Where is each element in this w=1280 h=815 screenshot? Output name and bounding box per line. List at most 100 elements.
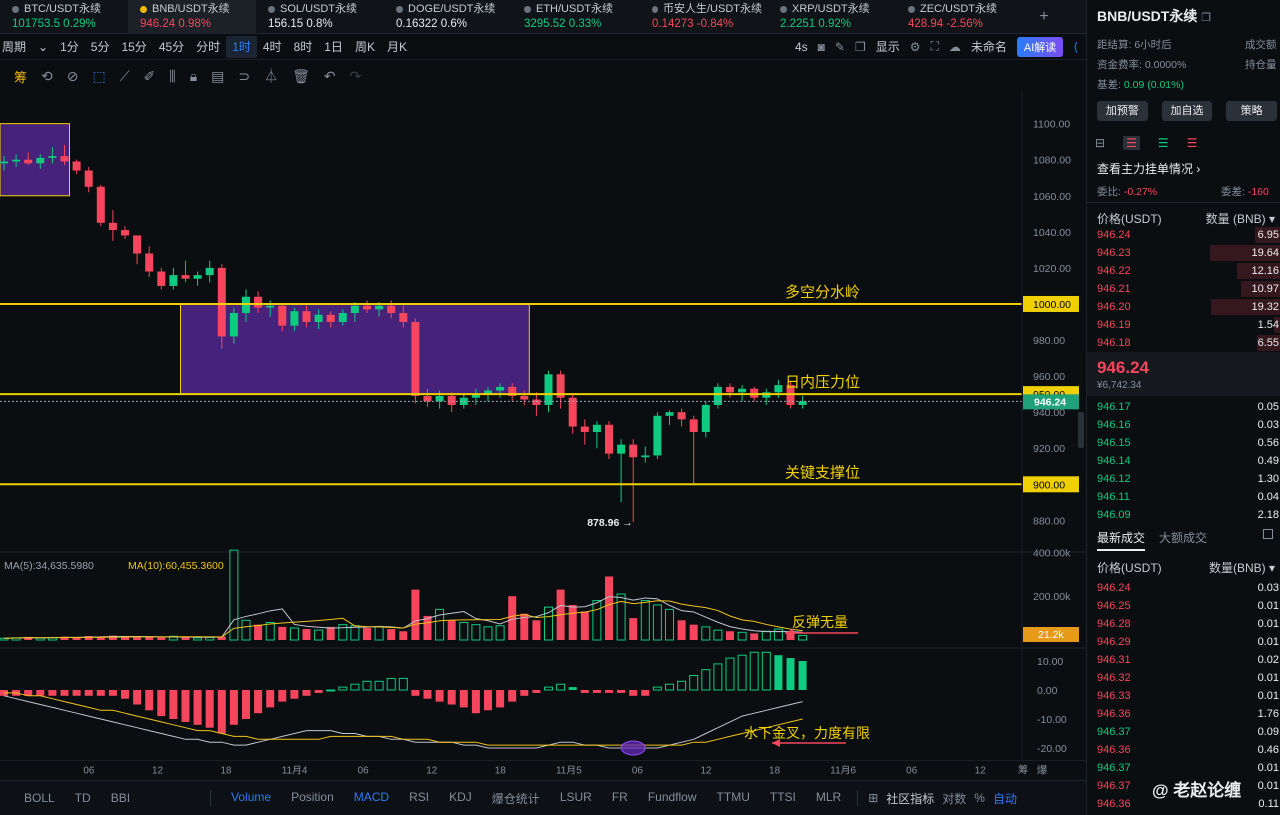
bid-row[interactable]: 946.09 2.18 xyxy=(1097,506,1279,524)
indicator-tab[interactable]: MLR xyxy=(815,789,842,804)
liquidation-toggle[interactable]: 爆 xyxy=(1037,764,1048,776)
timeframe-6[interactable]: 1时 xyxy=(226,35,257,58)
ask-row[interactable]: 946.24 6.95 xyxy=(1097,226,1279,244)
pen-icon[interactable]: ✎ xyxy=(834,39,845,54)
bid-row[interactable]: 946.17 0.05 xyxy=(1097,398,1279,416)
filter-icon[interactable]: ⏃ xyxy=(264,68,279,84)
panel-button-1[interactable]: 加自选 xyxy=(1161,101,1213,121)
note-icon[interactable]: ▤ xyxy=(211,67,225,84)
bid-row[interactable]: 946.12 1.30 xyxy=(1097,470,1279,488)
ask-row[interactable]: 946.20 19.32 xyxy=(1097,298,1279,316)
timeframe-2[interactable]: 5分 xyxy=(90,40,110,54)
ask-row[interactable]: 946.22 12.16 xyxy=(1097,262,1279,280)
camera-icon[interactable]: ◙ xyxy=(817,39,825,54)
indicator-tab[interactable]: 爆仓统计 xyxy=(491,791,540,806)
indicator-tab[interactable]: KDJ xyxy=(449,789,472,804)
big-trades-tab[interactable]: 大额成交 xyxy=(1159,531,1208,545)
timeframe-4[interactable]: 45分 xyxy=(158,40,185,54)
book-depth-icon[interactable]: ☰ xyxy=(1186,136,1198,150)
timeframe-3[interactable]: 15分 xyxy=(121,40,147,54)
axis-scroll-handle[interactable] xyxy=(1078,412,1084,448)
panel-button-2[interactable]: 策略 xyxy=(1226,101,1278,121)
sync-icon[interactable]: ⟲ xyxy=(41,67,53,84)
chips-icon[interactable]: 筹 xyxy=(14,69,28,85)
book-bids-icon[interactable]: ☰ xyxy=(1123,136,1140,150)
overlay-indicator-bbi[interactable]: BBI xyxy=(110,791,131,805)
brush-icon[interactable]: ✐ xyxy=(143,67,156,84)
cursor-icon[interactable]: ⬚ xyxy=(92,67,106,84)
timeframe-11[interactable]: 月K xyxy=(386,40,407,54)
copy-icon[interactable]: ❐ xyxy=(854,39,866,54)
timeframe-8[interactable]: 8时 xyxy=(293,40,313,54)
overlay-indicator-boll[interactable]: BOLL xyxy=(24,791,55,805)
log-scale-toggle[interactable]: 对数 xyxy=(942,791,967,806)
ticker-tab[interactable]: BTC/USDT永续 101753.5 0.29% xyxy=(0,0,128,33)
book-both-icon[interactable]: ⊟ xyxy=(1095,136,1106,150)
indicator-tab[interactable]: MACD xyxy=(353,789,390,804)
add-tab-button[interactable]: + xyxy=(1039,7,1049,25)
orderbook-link[interactable]: 查看主力挂单情况 › xyxy=(1097,162,1201,176)
auto-scale-toggle[interactable]: 自动 xyxy=(992,791,1017,806)
bid-row[interactable]: 946.11 0.04 xyxy=(1097,488,1279,506)
indicator-tab[interactable]: Position xyxy=(291,789,334,804)
timeframe-7[interactable]: 4时 xyxy=(262,40,282,54)
latest-trades-tab[interactable]: 最新成交 xyxy=(1097,529,1146,551)
bid-row[interactable]: 946.16 0.03 xyxy=(1097,416,1279,434)
candles-icon[interactable]: ⫼ xyxy=(169,67,176,84)
timeframe-10[interactable]: 周K xyxy=(354,40,375,54)
bid-row[interactable]: 946.14 0.49 xyxy=(1097,452,1279,470)
grid-icon[interactable]: ⊞ xyxy=(868,791,879,805)
ask-row[interactable]: 946.18 6.55 xyxy=(1097,334,1279,352)
percent-scale-toggle[interactable]: % xyxy=(974,791,985,805)
refresh-interval[interactable]: 4s xyxy=(794,39,808,54)
qty-column-header[interactable]: 数量 (BNB) ▾ xyxy=(1205,212,1275,226)
timeframe-9[interactable]: 1日 xyxy=(324,40,343,54)
ticker-tab[interactable]: SOL/USDT永续 156.15 0.8% xyxy=(256,0,384,33)
ticker-tab[interactable]: BNB/USDT永续 946.24 0.98% xyxy=(128,0,256,33)
indicator-tab[interactable]: LSUR xyxy=(559,789,592,804)
panel-button-0[interactable]: 加预警 xyxy=(1097,101,1148,121)
chevron-down-icon[interactable]: ⌄ xyxy=(38,39,49,54)
ask-row[interactable]: 946.19 1.54 xyxy=(1097,316,1279,334)
zone-box[interactable] xyxy=(0,123,70,197)
display-button[interactable]: 显示 xyxy=(875,40,900,54)
book-asks-icon[interactable]: ☰ xyxy=(1157,136,1169,150)
indicator-tab[interactable]: RSI xyxy=(409,789,430,804)
timeframe-0[interactable]: 周期 xyxy=(2,40,27,54)
ask-row[interactable]: 946.21 10.97 xyxy=(1097,280,1279,298)
bid-row[interactable]: 946.15 0.56 xyxy=(1097,434,1279,452)
undo-icon[interactable]: ↶ xyxy=(323,67,336,84)
big-trades-checkbox[interactable] xyxy=(1263,529,1273,539)
strikethrough-icon[interactable]: ⊘ xyxy=(66,67,79,84)
indicator-tab[interactable]: TTSI xyxy=(769,789,796,804)
layout-name[interactable]: 未命名 xyxy=(970,40,1007,54)
cloud-icon[interactable]: ☁ xyxy=(948,39,961,54)
indicator-tab[interactable]: FR xyxy=(611,789,628,804)
share-icon[interactable]: ⟨ xyxy=(1073,39,1078,54)
fullscreen-icon[interactable]: ⛶ xyxy=(930,39,939,53)
indicator-tab[interactable]: Fundflow xyxy=(647,789,697,804)
redo-icon[interactable]: ↷ xyxy=(349,67,362,84)
ticker-tab[interactable]: XRP/USDT永续 2.2251 0.92% xyxy=(768,0,896,33)
timeframe-5[interactable]: 分时 xyxy=(196,40,221,54)
ticker-tab[interactable]: 币安人生/USDT永续 0.14273 -0.84% xyxy=(640,0,768,33)
ai-button[interactable]: AI解读 xyxy=(1016,36,1064,57)
indicator-tab[interactable]: TTMU xyxy=(716,789,750,804)
ticker-tab[interactable]: ZEC/USDT永续 428.94 -2.56% xyxy=(896,0,1024,33)
lock-icon[interactable]: 🔒︎ xyxy=(189,67,198,84)
overlay-indicator-td[interactable]: TD xyxy=(74,791,91,805)
timeframe-1[interactable]: 1分 xyxy=(60,40,79,54)
indicator-tab[interactable]: Volume xyxy=(231,789,272,804)
trash-icon[interactable]: 🗑︎ xyxy=(292,67,310,84)
trades-qty-header[interactable]: 数量(BNB) ▾ xyxy=(1208,561,1275,575)
community-indicators[interactable]: 社区指标 xyxy=(886,791,935,806)
magnet-icon[interactable]: ⊃ xyxy=(238,67,251,84)
ticker-tab[interactable]: DOGE/USDT永续 0.16322 0.6% xyxy=(384,0,512,33)
copy-icon[interactable]: ❐ xyxy=(1201,12,1212,24)
chips-toggle[interactable]: 筹 xyxy=(1018,763,1028,776)
ruler-icon[interactable]: ⟋ xyxy=(119,67,130,84)
settings-icon[interactable]: ⚙ xyxy=(909,39,921,54)
ticker-tab[interactable]: ETH/USDT永续 3295.52 0.33% xyxy=(512,0,640,33)
ask-row[interactable]: 946.23 19.64 xyxy=(1097,244,1279,262)
